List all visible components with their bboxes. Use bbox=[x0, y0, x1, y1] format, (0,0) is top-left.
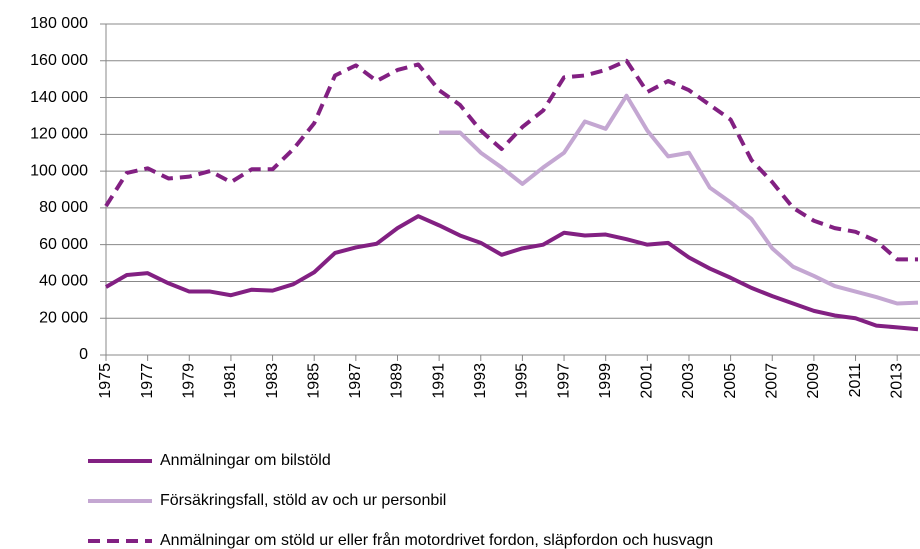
series-line bbox=[104, 58, 918, 262]
y-tick-label: 0 bbox=[79, 346, 88, 363]
x-tick-label: 2013 bbox=[888, 363, 905, 399]
x-tick-label: 2011 bbox=[847, 363, 864, 398]
x-tick-label: 1999 bbox=[597, 363, 614, 399]
x-tick-label: 1975 bbox=[97, 363, 114, 399]
series-line bbox=[439, 93, 919, 306]
y-tick-label: 20 000 bbox=[39, 309, 88, 326]
x-tick-label: 2001 bbox=[639, 363, 656, 399]
y-tick-label: 160 000 bbox=[30, 52, 88, 69]
y-tick-label: 180 000 bbox=[30, 15, 88, 32]
x-tick-label: 1997 bbox=[555, 363, 572, 399]
x-tick-label: 1977 bbox=[139, 363, 156, 399]
x-tick-label: 1983 bbox=[264, 363, 281, 399]
x-tick-label: 1995 bbox=[514, 363, 531, 399]
x-tick-label: 2009 bbox=[805, 363, 822, 399]
y-tick-label: 100 000 bbox=[30, 162, 88, 179]
y-tick-label: 120 000 bbox=[30, 126, 88, 143]
y-tick-label: 140 000 bbox=[30, 89, 88, 106]
x-tick-label: 2005 bbox=[722, 363, 739, 399]
series-line bbox=[105, 214, 919, 332]
legend-label: Försäkringsfall, stöld av och ur personb… bbox=[160, 492, 446, 509]
x-tick-label: 1985 bbox=[305, 363, 322, 399]
legend-label: Anmälningar om stöld ur eller från motor… bbox=[160, 531, 713, 549]
x-tick-label: 1989 bbox=[389, 363, 406, 399]
x-tick-label: 1993 bbox=[472, 363, 489, 399]
y-tick-label: 40 000 bbox=[39, 273, 88, 290]
x-tick-label: 2007 bbox=[763, 363, 780, 399]
y-tick-label: 80 000 bbox=[39, 199, 88, 216]
y-tick-label: 60 000 bbox=[39, 236, 88, 253]
legend-label: Anmälningar om bilstöld bbox=[160, 452, 331, 469]
x-tick-label: 1987 bbox=[347, 363, 364, 399]
x-tick-label: 2003 bbox=[680, 363, 697, 399]
x-tick-label: 1979 bbox=[181, 363, 198, 399]
x-tick-label: 1991 bbox=[430, 363, 447, 399]
x-tick-label: 1981 bbox=[222, 363, 239, 399]
